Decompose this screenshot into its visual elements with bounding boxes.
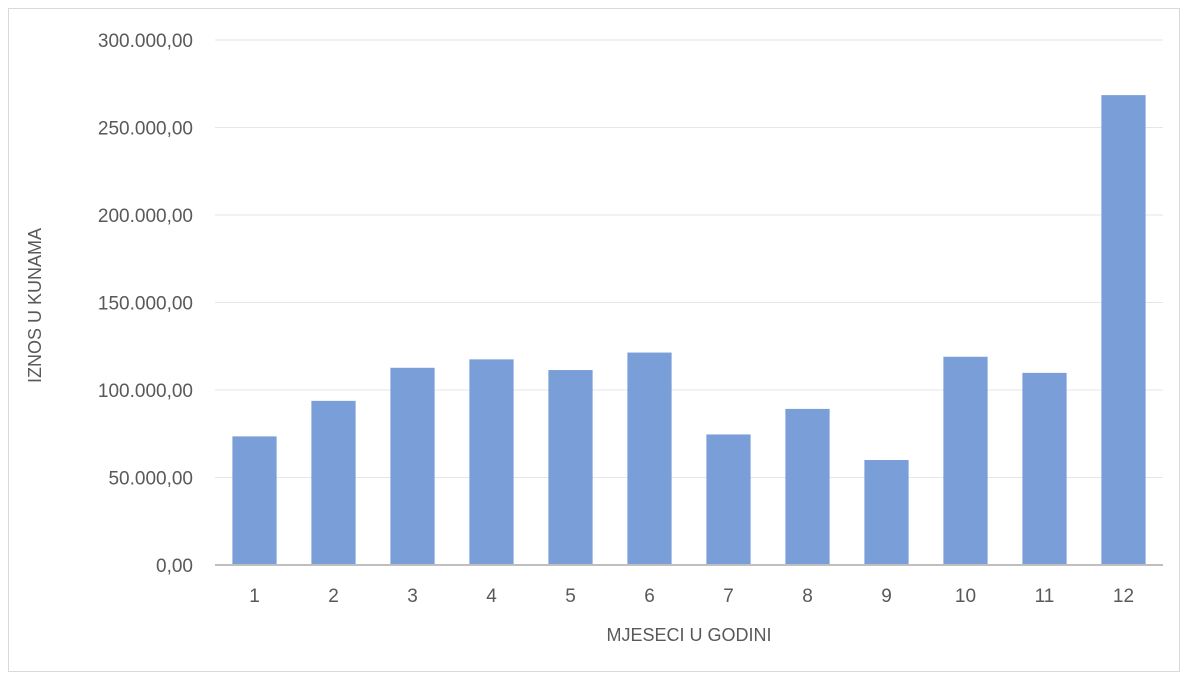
y-axis-tick-labels: 0,00 50.000,00 100.000,00 150.000,00 200.000… (98, 31, 193, 577)
y-tick-label: 300.000,00 (98, 31, 193, 52)
bar-month-9 (864, 460, 909, 565)
gridlines (215, 39, 1163, 478)
bar-month-1 (232, 436, 277, 565)
bar-month-3 (390, 367, 435, 565)
bar-month-4 (469, 359, 514, 565)
x-tick-label: 12 (1113, 586, 1134, 607)
y-tick-label: 100.000,00 (98, 381, 193, 402)
x-axis-title: MJESECI U GODINI (606, 625, 771, 645)
x-tick-label: 9 (881, 586, 892, 607)
bar-month-8 (785, 408, 830, 565)
x-axis-tick-labels: 1 2 3 4 5 6 7 8 9 10 11 12 (249, 586, 1134, 607)
y-tick-label: 50.000,00 (108, 469, 193, 490)
x-tick-label: 6 (644, 586, 655, 607)
y-tick-label: 200.000,00 (98, 206, 193, 227)
x-tick-label: 2 (328, 586, 339, 607)
x-tick-label: 7 (723, 586, 734, 607)
bar-month-2 (311, 400, 356, 565)
bar-month-5 (548, 370, 593, 565)
bar-month-6 (627, 352, 672, 565)
x-tick-label: 3 (407, 586, 418, 607)
x-tick-label: 10 (955, 586, 976, 607)
y-tick-label: 0,00 (156, 556, 193, 577)
bar-month-10 (943, 356, 988, 565)
y-tick-label: 150.000,00 (98, 294, 193, 315)
bars (232, 95, 1146, 565)
x-tick-label: 1 (249, 586, 260, 607)
y-axis-title: IZNOS U KUNAMA (25, 228, 45, 383)
x-tick-label: 4 (486, 586, 497, 607)
y-tick-label: 250.000,00 (98, 119, 193, 140)
bar-month-7 (706, 434, 751, 565)
x-tick-label: 8 (802, 586, 813, 607)
bar-month-11 (1022, 372, 1067, 565)
bar-month-12 (1101, 95, 1146, 565)
x-tick-label: 11 (1035, 586, 1055, 607)
x-tick-label: 5 (565, 586, 576, 607)
